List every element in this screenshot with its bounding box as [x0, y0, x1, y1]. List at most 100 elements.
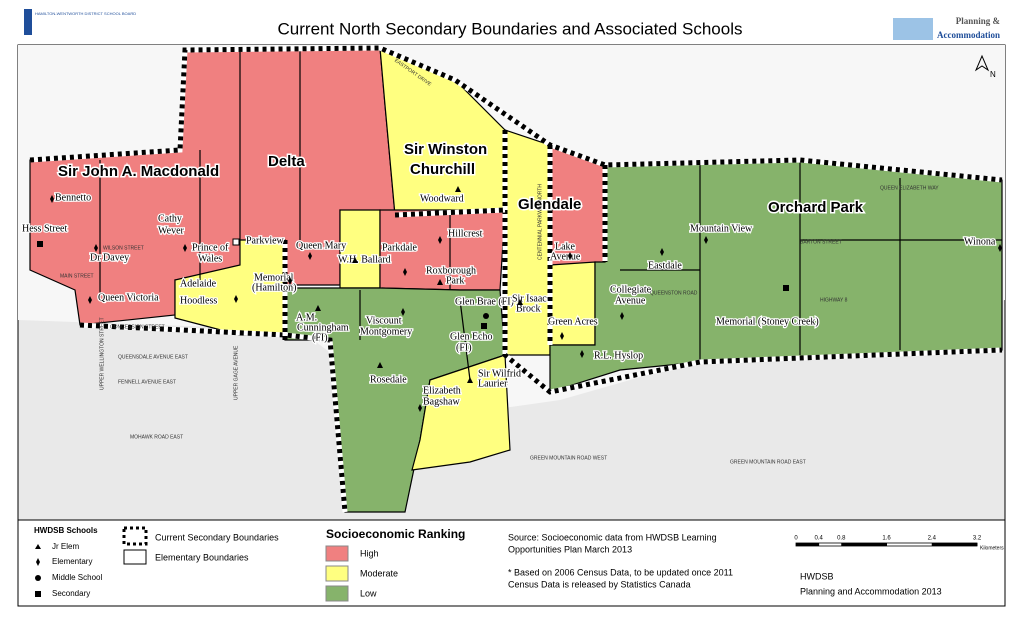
school-label: Avenue [615, 295, 646, 306]
street-label: CONCESSION STREET [110, 324, 165, 330]
school-label: Parkview [246, 235, 285, 246]
school-label: Hoodless [180, 295, 217, 306]
area-label: Churchill [410, 161, 475, 178]
footer-dept: Planning and Accommodation 2013 [800, 586, 942, 596]
legend-label: Moderate [360, 568, 398, 578]
school-marker [401, 308, 405, 316]
scale-segment [796, 543, 819, 546]
dept: Accommodation [937, 30, 1000, 40]
school-label: Glen Echo [450, 331, 493, 342]
school-label: (FI) [456, 342, 472, 353]
legend-label: High [360, 548, 379, 558]
legend-frame [17, 519, 1006, 607]
school-marker [308, 252, 312, 260]
school-label: Parkdale [382, 242, 418, 253]
school-label: Cunningham [297, 322, 349, 333]
school-label: Green Acres [548, 316, 598, 327]
scale-segment [931, 543, 977, 546]
school-marker [352, 257, 358, 263]
legend-label: Low [360, 588, 377, 598]
secondary-boundary-base [29, 45, 1003, 183]
legend-swatch [325, 545, 349, 562]
scale-label: 0.8 [837, 536, 846, 542]
legend-label: Current Secondary Boundaries [155, 532, 279, 542]
school-marker [704, 236, 708, 244]
scale-label: 0 [794, 536, 798, 542]
source-text: Opportunities Plan March 2013 [508, 544, 632, 554]
secondary-boundary [394, 207, 506, 218]
area-label: Sir Winston [404, 141, 487, 158]
legend-symbol [35, 575, 41, 581]
legend-symbol [35, 591, 41, 597]
legend-label: Elementary Boundaries [155, 552, 249, 562]
school-label: Laurier [478, 378, 508, 389]
school-marker [232, 238, 240, 246]
school-label: Adelaide [180, 278, 217, 289]
school-label: R.L. Hyslop [594, 350, 643, 361]
elementary-boundary [459, 299, 471, 381]
north-label: N [990, 70, 996, 79]
school-marker [783, 285, 789, 291]
school-marker [377, 362, 383, 368]
school-label: Viscount [366, 315, 402, 326]
school-label: Bennetto [55, 192, 91, 203]
school-label: Hess Street [22, 223, 67, 234]
school-marker [467, 377, 473, 383]
school-label: Sir Wilfrid [478, 368, 521, 379]
scale-unit: Kilometers [980, 545, 1004, 551]
school-label: Bagshaw [423, 396, 460, 407]
area-label: Glendale [518, 196, 581, 213]
school-label: Roxborough [426, 265, 476, 276]
school-label: Prince of [192, 242, 229, 253]
footer-org: HWDSB [800, 571, 834, 581]
legend-label: Middle School [52, 573, 102, 582]
street-label: QUEEN ELIZABETH WAY [880, 185, 939, 191]
school-marker [288, 277, 292, 285]
legend-symbol [35, 544, 41, 549]
school-label: Lake [555, 241, 576, 252]
north-arrow [974, 54, 990, 72]
school-label: Mountain View [690, 223, 753, 234]
school-label: Wales [198, 253, 222, 264]
school-marker [580, 350, 584, 358]
legend-label: Elementary [52, 557, 92, 566]
regions [29, 45, 1003, 513]
street-label: UPPER GAGE AVENUE [233, 345, 239, 400]
school-label: Rosedale [370, 374, 407, 385]
school-label: Brock [516, 303, 540, 314]
street-label: BARTON STREET [800, 239, 842, 245]
street-label: HIGHWAY 8 [820, 297, 848, 303]
legend-swatch [325, 585, 349, 602]
school-label: W.H. Ballard [338, 254, 391, 265]
school-label: Glen Brae (FI) [455, 296, 514, 307]
scale-segment [841, 543, 887, 546]
legend-title: HWDSB Schools [34, 526, 98, 535]
school-marker [998, 244, 1002, 252]
street-label: GREEN MOUNTAIN ROAD WEST [530, 455, 607, 461]
scale-label: 3.2 [973, 536, 982, 542]
school-label: Park [446, 275, 464, 286]
school-label: Cathy [158, 213, 182, 224]
school-label: Winona [964, 236, 996, 247]
legend-swatch [123, 549, 147, 565]
school-marker [660, 248, 664, 256]
street-label: WILSON STREET [103, 245, 144, 251]
school-marker [568, 252, 572, 260]
school-marker [455, 186, 461, 192]
street-label: UPPER WELLINGTON STREET [99, 317, 105, 390]
street-label: QUEENSTON ROAD [650, 290, 698, 296]
source-text: Census Data is released by Statistics Ca… [508, 579, 691, 589]
school-label: Dr Davey [90, 252, 129, 263]
school-marker [483, 313, 489, 319]
region [549, 261, 596, 346]
street-label: CENTENNIAL PARKWAY NORTH [537, 184, 543, 260]
school-marker [481, 323, 487, 329]
legend-swatch [325, 565, 349, 582]
school-marker [50, 195, 54, 203]
legend-title: Socioeconomic Ranking [326, 527, 465, 541]
source-text: Source: Socioeconomic data from HWDSB Le… [508, 532, 717, 542]
school-label: Hillcrest [448, 228, 483, 239]
school-marker [438, 236, 442, 244]
street-label: GREEN MOUNTAIN ROAD EAST [730, 459, 806, 465]
title: Current North Secondary Boundaries and A… [278, 19, 743, 38]
